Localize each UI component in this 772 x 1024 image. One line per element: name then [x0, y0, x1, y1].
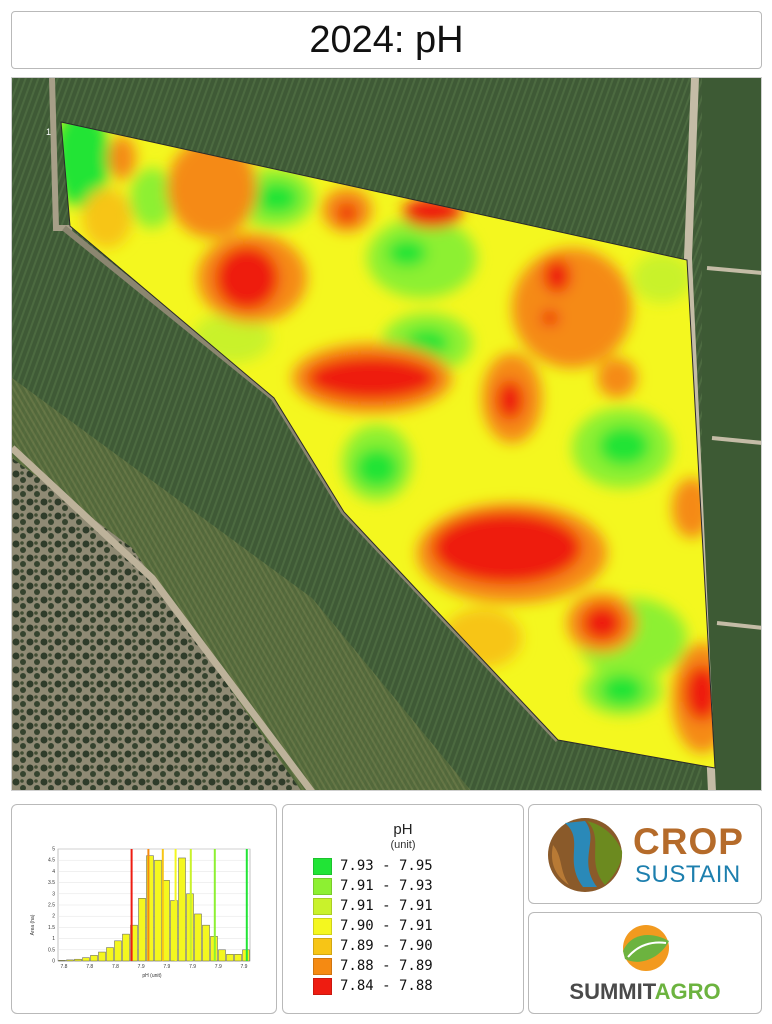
legend-row: 7.93 - 7.95	[313, 857, 433, 875]
agro-logo-word: AGRO	[654, 979, 721, 1004]
histogram-y-tick-label: 4	[52, 869, 55, 875]
histogram-bar	[66, 959, 74, 962]
legend-swatch	[313, 957, 332, 975]
histogram-bar	[98, 951, 106, 962]
field-ph-map[interactable]: 1	[11, 77, 762, 791]
histogram-panel: 5 4.5 4 3.5 3 2.5 2 1.5 1 0.5 0 7.8 7.8 7.8 7.9 7.9 7.9…	[11, 804, 277, 1014]
histogram-x-tick-label: 7.9	[189, 964, 196, 970]
histogram-y-tick-label: 0	[52, 959, 55, 965]
histogram-bar	[234, 954, 242, 962]
histogram-bar	[90, 955, 98, 962]
histogram-bar	[138, 898, 146, 962]
legend-swatch	[313, 977, 332, 995]
histogram-bar	[82, 957, 90, 962]
legend-unit: (unit)	[390, 839, 416, 851]
histogram-bar	[146, 855, 154, 962]
histogram-x-tick-label: 7.9	[241, 964, 248, 970]
histogram-y-tick-label: 1.5	[48, 925, 55, 931]
summit-agro-logo-icon	[623, 925, 669, 971]
histogram-y-tick-label: 3	[52, 891, 55, 897]
ph-histogram-chart: 5 4.5 4 3.5 3 2.5 2 1.5 1 0.5 0 7.8 7.8 7.8 7.9 7.9 7.9…	[30, 847, 251, 979]
map-title: 2024: pH	[309, 18, 464, 61]
histogram-y-tick-label: 0.5	[48, 947, 55, 953]
legend-range-label: 7.84 - 7.88	[340, 978, 433, 994]
summit-agro-wordmark: SUMMITAGRO	[529, 979, 761, 1005]
histogram-x-tick-label: 7.9	[163, 964, 170, 970]
legend-range-label: 7.93 - 7.95	[340, 858, 433, 874]
legend-range-label: 7.88 - 7.89	[340, 958, 433, 974]
histogram-x-tick-label: 7.9	[138, 964, 145, 970]
sustain-logo-word: SUSTAIN	[635, 861, 741, 888]
legend-range-label: 7.91 - 7.91	[340, 898, 433, 914]
histogram-y-tick-label: 5	[52, 847, 55, 853]
histogram-x-label: pH (unit)	[142, 973, 162, 979]
field-marker-label: 1	[46, 127, 51, 137]
satellite-map-svg: 1	[12, 78, 761, 790]
histogram-bar	[154, 859, 162, 962]
histogram-y-tick-label: 1	[52, 936, 55, 942]
histogram-bar	[202, 924, 210, 962]
crop-logo-word: CROP	[633, 821, 744, 862]
histogram-x-tick-label: 7.8	[61, 964, 68, 970]
legend-row: 7.88 - 7.89	[313, 957, 433, 975]
legend-row: 7.90 - 7.91	[313, 917, 433, 935]
legend-row: 7.91 - 7.93	[313, 877, 433, 895]
summit-logo-word: SUMMIT	[569, 979, 655, 1004]
crop-sustain-logo-icon	[548, 818, 623, 892]
histogram-bar	[122, 933, 130, 962]
histogram-y-tick-label: 2.5	[48, 903, 55, 909]
histogram-bar	[106, 947, 114, 962]
histogram-x-tick-label: 7.8	[112, 964, 119, 970]
histogram-bar	[130, 924, 138, 962]
map-title-box: 2024: pH	[11, 11, 762, 69]
histogram-x-tick-label: 7.8	[86, 964, 93, 970]
histogram-bar	[170, 900, 178, 962]
histogram-bar	[218, 949, 226, 962]
legend-swatch	[313, 857, 332, 875]
legend-swatch	[313, 917, 332, 935]
legend-range-label: 7.90 - 7.91	[340, 918, 433, 934]
legend-row: 7.89 - 7.90	[313, 937, 433, 955]
legend-panel: pH (unit) 7.93 - 7.95 7.91 - 7.93 7.91 - 7…	[282, 804, 524, 1014]
legend-swatch	[313, 937, 332, 955]
histogram-bar	[58, 960, 66, 962]
legend-title: pH	[393, 821, 413, 838]
histogram-y-label: Area (ha)	[30, 914, 36, 935]
histogram-x-tick-label: 7.9	[215, 964, 222, 970]
histogram-y-tick-label: 3.5	[48, 880, 55, 886]
legend-row: 7.84 - 7.88	[313, 977, 433, 995]
histogram-y-tick-label: 2	[52, 914, 55, 920]
summit-agro-logo-panel: SUMMITAGRO	[528, 912, 762, 1014]
legend-swatch	[313, 877, 332, 895]
histogram-bar	[194, 913, 202, 962]
legend-range-label: 7.91 - 7.93	[340, 878, 433, 894]
histogram-bar	[74, 958, 82, 962]
legend-swatch	[313, 897, 332, 915]
legend-range-label: 7.89 - 7.90	[340, 938, 433, 954]
histogram-bar	[178, 857, 186, 962]
histogram-y-tick-label: 4.5	[48, 858, 55, 864]
legend-row: 7.91 - 7.91	[313, 897, 433, 915]
histogram-bar	[226, 954, 234, 962]
crop-sustain-logo-panel: CROP SUSTAIN	[528, 804, 762, 904]
histogram-bar	[114, 940, 122, 962]
